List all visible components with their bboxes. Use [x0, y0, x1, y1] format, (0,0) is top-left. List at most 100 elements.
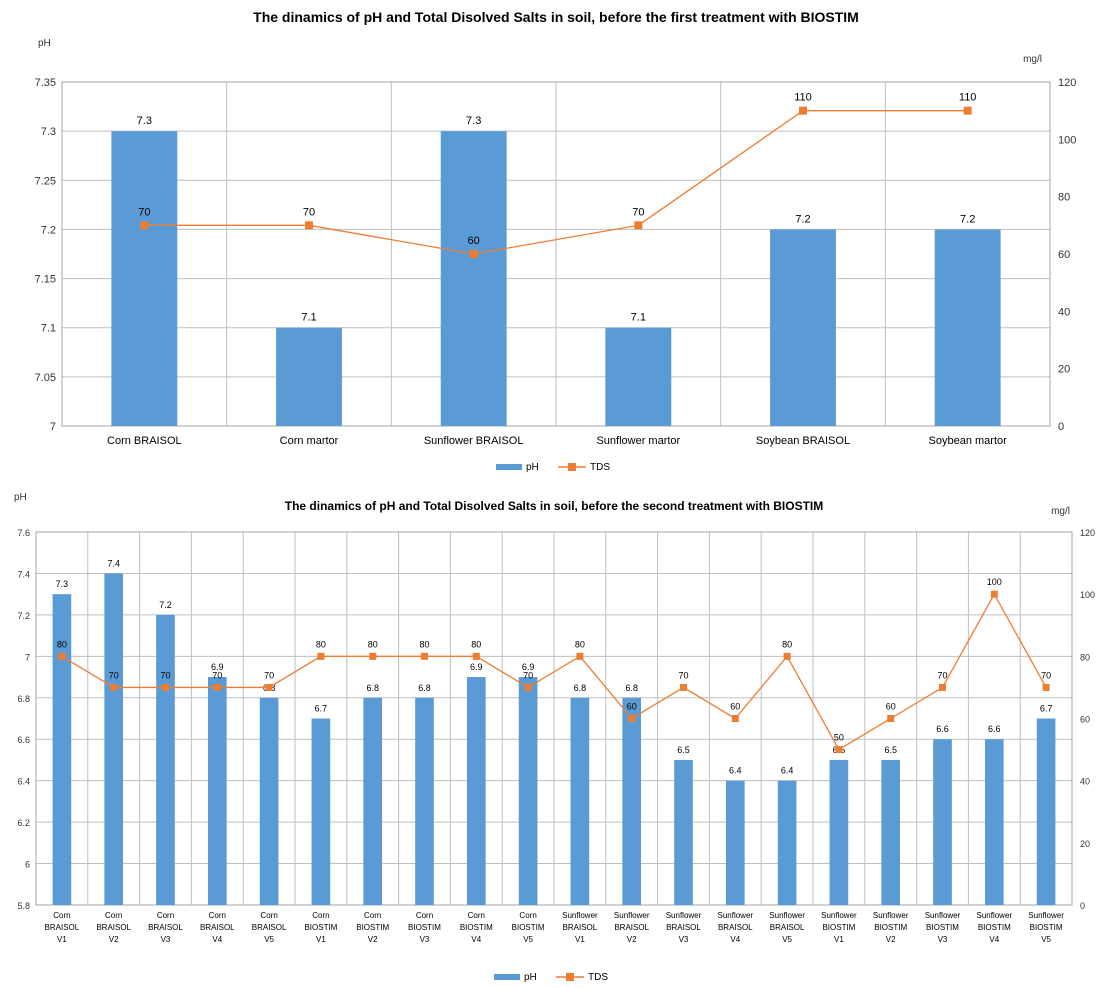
legend: pH TDS	[494, 972, 608, 983]
y-tick-label: 7.2	[17, 611, 30, 621]
point-tds	[887, 715, 895, 722]
category-label: Sunflower	[666, 911, 702, 920]
category-label: Sunflower martor	[596, 435, 680, 447]
category-label: Corn	[312, 911, 329, 920]
category-label: V3	[679, 935, 689, 944]
data-label-tds: 60	[627, 702, 637, 712]
y2-tick-label: 0	[1080, 901, 1085, 911]
category-label: BRAISOL	[148, 923, 183, 932]
plot-area	[61, 81, 1051, 427]
point-tds	[265, 683, 273, 691]
bar-ph	[276, 327, 342, 426]
category-label: BRAISOL	[718, 923, 753, 932]
chart-title: The dinamics of pH and Total Disolved Sa…	[253, 9, 859, 25]
data-label-tds: 70	[138, 206, 150, 218]
y-axis-label: pH	[14, 492, 27, 503]
category-label: BRAISOL	[200, 923, 235, 932]
data-label-ph: 6.5	[884, 745, 897, 755]
y-tick-label: 6.2	[17, 818, 30, 828]
data-label-tds: 80	[419, 639, 429, 649]
category-label: Sunflower	[873, 911, 909, 920]
y2-tick-label: 60	[1080, 715, 1090, 725]
category-label: V2	[627, 935, 637, 944]
y-axis-label: pH	[38, 38, 51, 49]
bar-ph	[725, 780, 745, 905]
category-label: Sunflower	[821, 911, 857, 920]
data-label-ph: 7.2	[960, 213, 975, 225]
y-tick-label: 7.15	[35, 274, 56, 286]
point-tds	[421, 652, 428, 660]
point-tds	[1042, 683, 1050, 691]
bar-ph	[770, 229, 836, 426]
y-tick-label: 7.1	[41, 323, 56, 335]
category-label: Sunflower	[718, 911, 754, 920]
y2-tick-label: 100	[1058, 134, 1076, 146]
category-label: Sunflower	[562, 911, 598, 920]
legend-label-tds: TDS	[588, 972, 608, 983]
data-label-tds: 60	[468, 235, 480, 247]
point-tds	[835, 746, 843, 754]
category-label: Corn	[260, 911, 277, 920]
category-label: Corn BRAISOL	[107, 435, 182, 447]
data-label-ph: 6.6	[936, 724, 949, 734]
category-label: BIOSTIM	[304, 923, 337, 932]
y2-tick-label: 40	[1058, 306, 1070, 318]
category-label: Corn	[364, 911, 381, 920]
category-label: BRAISOL	[770, 923, 805, 932]
legend-label-ph: pH	[526, 462, 539, 473]
point-tds	[58, 652, 66, 660]
point-tds	[469, 250, 478, 258]
legend-swatch-tds-marker	[568, 463, 576, 471]
y-tick-label: 7.6	[17, 528, 30, 538]
data-label-tds: 100	[987, 577, 1002, 587]
category-label: BRAISOL	[666, 923, 701, 932]
category-label: BRAISOL	[252, 923, 287, 932]
point-tds	[731, 715, 739, 722]
y-tick-label: 7.2	[41, 224, 56, 236]
point-tds	[990, 590, 998, 598]
y2-axis-label: mg/l	[1023, 54, 1042, 65]
y-tick-label: 5.8	[17, 901, 30, 911]
data-label-tds: 80	[575, 639, 585, 649]
y-tick-label: 6.6	[17, 735, 30, 745]
point-tds	[162, 683, 169, 691]
category-label: Sunflower	[614, 911, 650, 920]
data-label-tds: 70	[1041, 670, 1051, 680]
y-tick-label: 6.4	[17, 777, 30, 787]
category-label: V1	[316, 935, 326, 944]
category-label: BIOSTIM	[460, 923, 493, 932]
data-label-tds: 80	[316, 639, 326, 649]
y-tick-label: 7.05	[35, 372, 56, 384]
data-label-tds: 70	[303, 206, 315, 218]
point-tds	[628, 715, 636, 722]
data-label-tds: 70	[632, 206, 644, 218]
bar-ph	[881, 759, 901, 905]
bar-ph	[111, 131, 178, 426]
data-label-ph: 7.3	[56, 579, 69, 589]
data-label-ph: 6.5	[677, 745, 690, 755]
category-label: BIOSTIM	[1030, 923, 1063, 932]
point-tds	[140, 221, 149, 230]
point-tds	[110, 683, 118, 691]
category-label: Sunflower BRAISOL	[424, 435, 524, 447]
chart-2: The dinamics of pH and Total Disolved Sa…	[14, 492, 1095, 983]
category-label: V3	[420, 935, 430, 944]
bar-ph	[622, 697, 642, 905]
category-label: V5	[264, 935, 274, 944]
category-label: Soybean martor	[929, 435, 1008, 447]
category-label: Corn martor	[280, 435, 339, 447]
category-label: V2	[109, 935, 119, 944]
data-label-tds: 60	[730, 702, 740, 712]
data-label-ph: 6.4	[729, 766, 742, 776]
category-label: V2	[886, 935, 896, 944]
category-label: BIOSTIM	[926, 923, 959, 932]
y-tick-label: 7.3	[41, 126, 56, 138]
data-label-ph: 6.8	[574, 683, 587, 693]
data-label-tds: 80	[368, 639, 378, 649]
category-label: V4	[989, 935, 999, 944]
point-tds	[963, 106, 972, 115]
data-label-tds: 80	[57, 639, 67, 649]
y-tick-label: 6.8	[17, 694, 30, 704]
data-label-ph: 7.1	[301, 312, 316, 324]
